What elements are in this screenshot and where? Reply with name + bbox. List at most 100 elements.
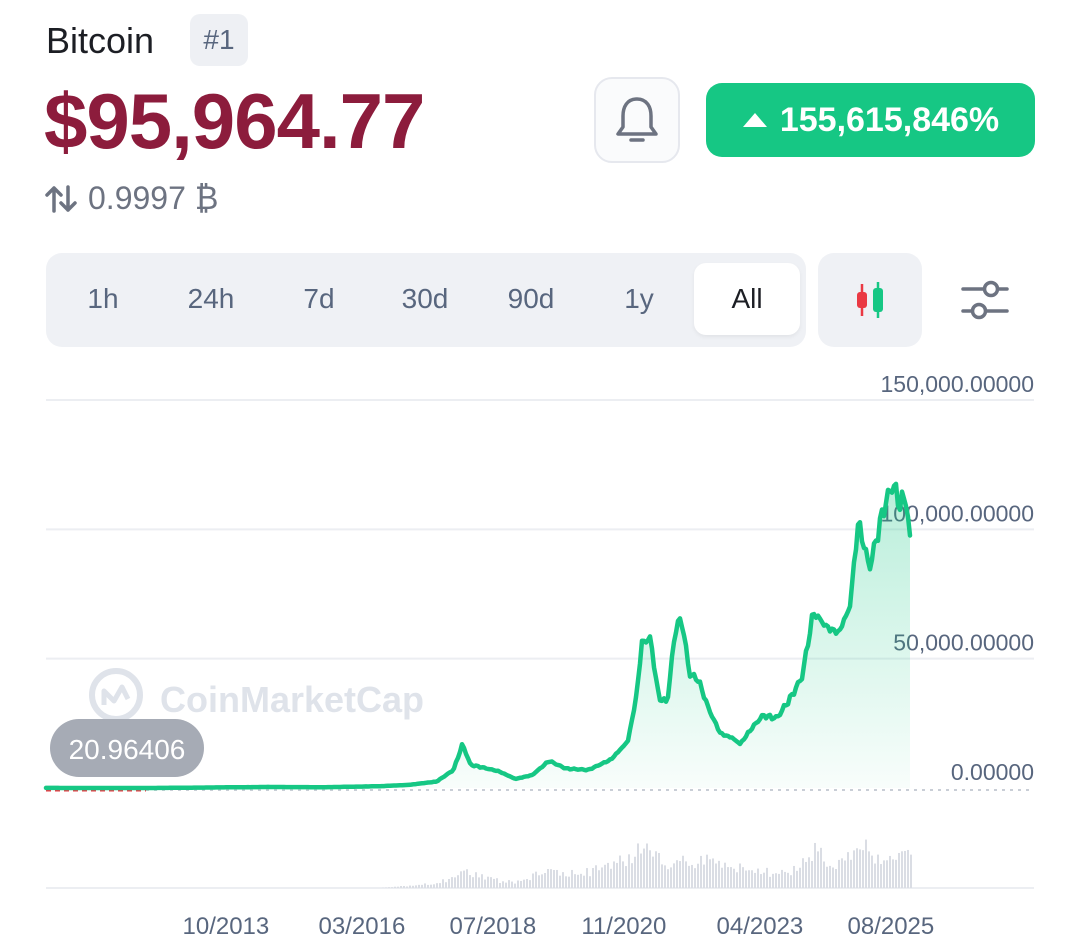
volume-bar [835,869,837,888]
volume-bar [670,867,672,888]
volume-bar [388,887,390,888]
volume-bar [892,859,894,888]
volume-bar [466,869,468,888]
volume-bar [721,867,723,888]
swap-vertical-icon [45,184,77,213]
volume-bar [418,884,420,888]
volume-bar [823,861,825,888]
volume-bar [754,872,756,888]
range-90d[interactable]: 90d [507,283,555,314]
volume-bar [796,870,798,888]
volume-bar [664,865,666,888]
range-1y[interactable]: 1y [624,283,654,314]
volume-bar [625,866,627,888]
volume-bar [661,864,663,888]
volume-bar [448,879,450,888]
range-7d[interactable]: 7d [303,283,335,314]
volume-bar [586,868,588,888]
volume-bar [685,861,687,888]
volume-bar [469,875,471,888]
volume-bar [730,867,732,888]
volume-bar [403,886,405,888]
volume-bar [553,869,555,888]
volume-bar [577,874,579,888]
volume-bars [382,839,912,888]
range-24h[interactable]: 24h [187,283,235,314]
volume-bar [628,854,630,888]
volume-bar [652,856,654,888]
candlestick-toggle-button[interactable] [818,253,922,347]
volume-bar [445,882,447,888]
volume-bar [643,848,645,888]
volume-bar [850,859,852,888]
volume-bar [541,874,543,888]
sliders-icon [961,280,1009,320]
range-30d[interactable]: 30d [401,283,449,314]
volume-bar [520,880,522,888]
volume-bar [511,881,513,888]
volume-bar [391,887,393,888]
volume-bar [583,875,585,888]
volume-bar [829,865,831,888]
x-axis-labels: 10/2013 03/2016 07/2018 11/2020 04/2023 08/20… [183,913,935,940]
volume-bar [871,855,873,888]
volume-bar [475,872,477,888]
volume-bar [904,850,906,888]
price-change-value: 155,615,846% [779,100,1000,139]
volume-bar [439,883,441,888]
volume-bar [514,883,516,888]
volume-bar [700,855,702,888]
volume-bar [853,850,855,888]
volume-bar [649,850,651,888]
volume-bar [619,855,621,888]
volume-bar [757,868,759,888]
volume-bar [436,883,438,888]
volume-bar [427,884,429,888]
volume-bar [841,858,843,888]
volume-bar [712,858,714,888]
rank-badge: #1 [190,14,248,66]
range-all[interactable]: All [694,263,800,335]
volume-bar [499,882,501,888]
volume-bar [457,875,459,888]
volume-bar [856,848,858,888]
volume-bar [799,867,801,888]
volume-bar [826,866,828,888]
volume-bar [886,860,888,888]
volume-bar [895,859,897,888]
volume-bar [709,859,711,888]
bell-icon [616,97,658,142]
volume-bar [832,867,834,888]
volume-bar [910,854,912,888]
range-1h[interactable]: 1h [87,283,119,314]
volume-bar [544,873,546,888]
volume-bar [691,864,693,888]
volume-bar [808,857,810,888]
alert-button[interactable] [594,77,680,163]
volume-bar [877,854,879,888]
volume-bar [589,876,591,888]
x-tick-label-0: 10/2013 [183,913,270,940]
volume-bar [817,851,819,888]
volume-bar [793,865,795,888]
volume-bar [481,874,483,888]
chart-settings-button[interactable] [950,263,1020,337]
volume-bar [424,883,426,888]
volume-bar [430,884,432,888]
volume-bar [658,852,660,888]
volume-bar [562,872,564,888]
price-chart: 0.0000050,000.00000100,000.00000150,000.… [43,371,1034,940]
start-price-tag: 20.96406 [50,719,204,777]
volume-bar [568,876,570,888]
volume-bar [778,873,780,888]
coin-title: Bitcoin [46,20,155,61]
volume-bar [640,853,642,888]
volume-bar [844,860,846,888]
volume-bar [727,867,729,888]
volume-bar [409,885,411,888]
volume-bar [496,878,498,888]
volume-bar [820,847,822,888]
volume-bar [901,851,903,888]
volume-bar [706,854,708,888]
volume-bar [394,886,396,888]
